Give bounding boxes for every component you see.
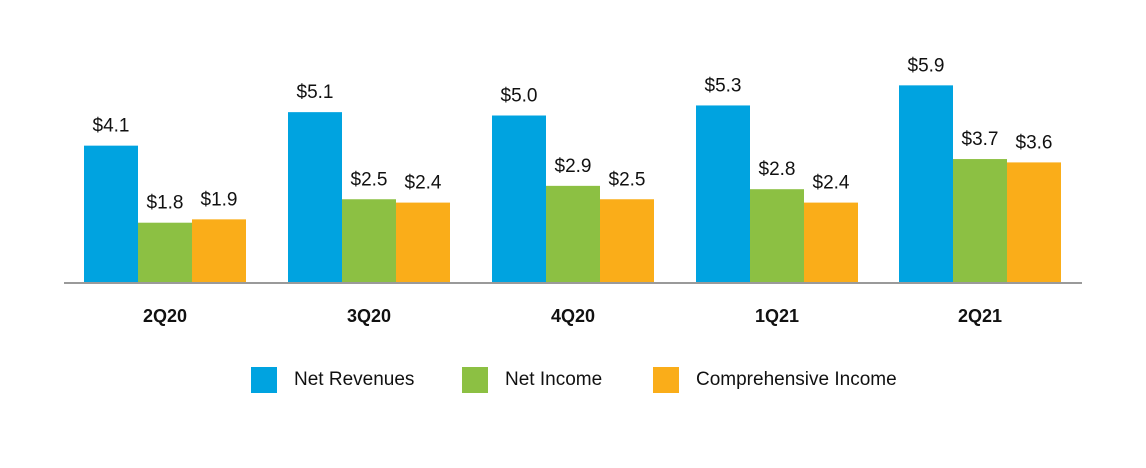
legend-item-net-income: Net Income: [462, 362, 602, 398]
bar-net-revenues-2q21: [899, 85, 953, 283]
value-label-net-revenues-2q20: $4.1: [93, 116, 130, 137]
legend-swatch-comprehensive-income: [653, 367, 679, 393]
legend-swatch-net-income: [462, 367, 488, 393]
value-label-net-income-4q20: $2.9: [555, 156, 592, 177]
category-label-3q20: 3Q20: [347, 306, 391, 326]
value-label-comprehensive-income-4q20: $2.5: [609, 169, 646, 190]
category-label-2q20: 2Q20: [143, 306, 187, 326]
bar-net-income-2q20: [138, 222, 192, 283]
bar-comprehensive-income-2q20: [192, 219, 246, 283]
value-label-comprehensive-income-3q20: $2.4: [405, 173, 442, 194]
category-labels-group: 2Q20 3Q20 4Q20 1Q21 2Q21: [143, 306, 1002, 326]
legend-item-net-revenues: Net Revenues: [251, 362, 414, 398]
value-label-comprehensive-income-1q21: $2.4: [813, 173, 850, 194]
category-label-2q21: 2Q21: [958, 306, 1002, 326]
bar-net-revenues-4q20: [492, 115, 546, 283]
category-label-1q21: 1Q21: [755, 306, 799, 326]
value-label-net-revenues-2q21: $5.9: [908, 55, 945, 76]
legend-label-net-income: Net Income: [505, 369, 603, 390]
category-label-4q20: 4Q20: [551, 306, 595, 326]
bar-net-income-4q20: [546, 185, 600, 283]
value-label-comprehensive-income-2q20: $1.9: [201, 189, 238, 210]
bar-net-income-1q21: [750, 189, 804, 283]
value-label-net-income-1q21: $2.8: [759, 159, 796, 180]
legend-swatch-net-revenues: [251, 367, 277, 393]
bars-group: [84, 85, 1061, 284]
value-labels-group: $4.1 $1.8 $1.9 $5.1 $2.5 $2.4 $5.0 $2.9 $2.5 $5.3…: [93, 55, 1053, 213]
bar-comprehensive-income-2q21: [1007, 162, 1061, 283]
legend-label-net-revenues: Net Revenues: [294, 369, 415, 390]
value-label-net-income-2q20: $1.8: [147, 193, 184, 214]
bar-net-revenues-3q20: [288, 112, 342, 284]
bar-net-revenues-2q20: [84, 145, 138, 283]
bar-net-revenues-1q21: [696, 105, 750, 283]
bar-net-income-2q21: [953, 159, 1007, 283]
value-label-net-income-3q20: $2.5: [351, 169, 388, 190]
legend: Net Revenues Net Income Comprehensive In…: [0, 362, 1146, 398]
bar-chart: $4.1 $1.8 $1.9 $5.1 $2.5 $2.4 $5.0 $2.9 $2.5 $5.3…: [64, 55, 1082, 326]
legend-label-comprehensive-income: Comprehensive Income: [696, 369, 897, 390]
bar-comprehensive-income-1q21: [804, 202, 858, 283]
value-label-net-revenues-3q20: $5.1: [297, 82, 334, 103]
value-label-net-revenues-1q21: $5.3: [705, 75, 742, 96]
bar-comprehensive-income-4q20: [600, 199, 654, 283]
bar-comprehensive-income-3q20: [396, 202, 450, 283]
legend-item-comprehensive-income: Comprehensive Income: [653, 362, 897, 398]
value-label-net-income-2q21: $3.7: [962, 129, 999, 150]
value-label-comprehensive-income-2q21: $3.6: [1016, 132, 1053, 153]
bar-net-income-3q20: [342, 199, 396, 283]
value-label-net-revenues-4q20: $5.0: [501, 86, 538, 107]
